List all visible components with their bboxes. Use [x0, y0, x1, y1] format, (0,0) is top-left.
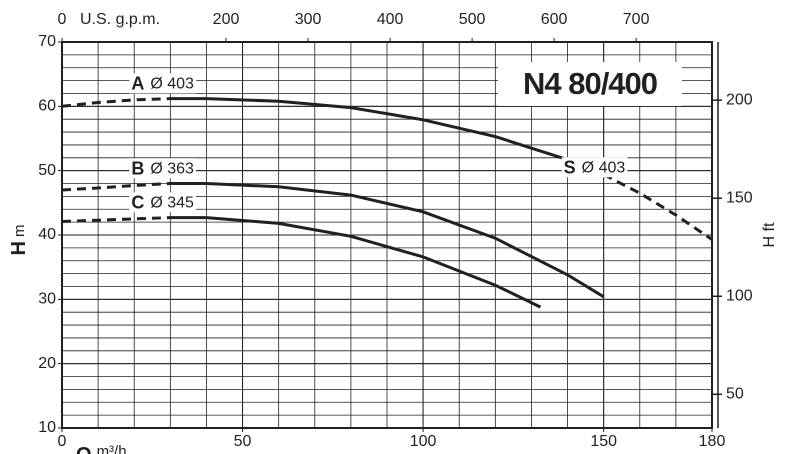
y-tick-label: 30 [38, 291, 56, 308]
x-label: Q [76, 444, 92, 454]
pump-curve [61, 182, 171, 192]
chart-title: N4 80/400 [523, 66, 657, 101]
x-tick-label: 50 [234, 433, 252, 450]
x-tick-label: 180 [699, 433, 726, 450]
x-tick-label: 0 [58, 433, 67, 450]
x2-tick-label: 400 [377, 11, 404, 28]
curve-letter: A [131, 73, 144, 93]
x-axis-label: Qm³/h [76, 443, 127, 454]
curve-label: A Ø 403 [131, 73, 194, 93]
curve-label: B Ø 363 [131, 158, 194, 178]
y-tick-label: 70 [38, 33, 56, 50]
curve-label-bg [561, 157, 628, 178]
y-tick-label: 40 [38, 226, 56, 243]
curve-label: S Ø 403 [564, 157, 626, 177]
curve-name: Ø 403 [150, 76, 194, 93]
x2-tick-label: 600 [541, 11, 568, 28]
y-tick-label: 50 [38, 162, 56, 179]
y2-tick-label: 150 [726, 189, 753, 206]
y2-tick-label: 50 [726, 386, 744, 403]
curve-letter: C [131, 192, 144, 212]
x2-tick-label: 200 [213, 11, 240, 28]
curve-name: Ø 345 [150, 195, 194, 212]
curve-label-bg [129, 192, 197, 213]
y-axis-label: Hm [8, 225, 30, 256]
y-tick-label: 60 [38, 98, 56, 115]
pump-curve [61, 216, 171, 223]
pump-curve [170, 97, 605, 176]
x2-tick-label: 700 [623, 11, 650, 28]
x2-axis-label: U.S. g.p.m. [80, 11, 160, 28]
y-label: H [8, 241, 30, 255]
y-tick-label: 20 [38, 355, 56, 372]
curve-letter: S [564, 157, 576, 177]
pump-curve [170, 216, 542, 309]
x-unit: m³/h [97, 443, 127, 454]
x2-tick-label: 300 [295, 11, 322, 28]
pump-curve [603, 173, 713, 241]
curve-name: Ø 403 [582, 160, 626, 177]
curve-label-bg [129, 73, 197, 94]
y2-tick-label: 100 [726, 287, 753, 304]
pump-curve [170, 182, 605, 299]
curve-letter: B [131, 158, 144, 178]
plot-frame [61, 41, 713, 429]
curve-name: Ø 363 [150, 161, 194, 178]
curve-label-bg [129, 158, 197, 179]
pump-curve [61, 97, 171, 108]
y2-tick-label: 200 [726, 91, 753, 108]
x2-tick-label: 0 [58, 11, 67, 28]
x-tick-label: 150 [590, 433, 617, 450]
y-unit: m [11, 225, 28, 238]
curve-label: C Ø 345 [131, 192, 194, 212]
y-tick-label: 10 [38, 419, 56, 436]
title-box [498, 62, 682, 106]
x-tick-label: 100 [410, 433, 437, 450]
x2-tick-label: 500 [459, 11, 486, 28]
y2-axis-label: H ft [761, 222, 778, 247]
